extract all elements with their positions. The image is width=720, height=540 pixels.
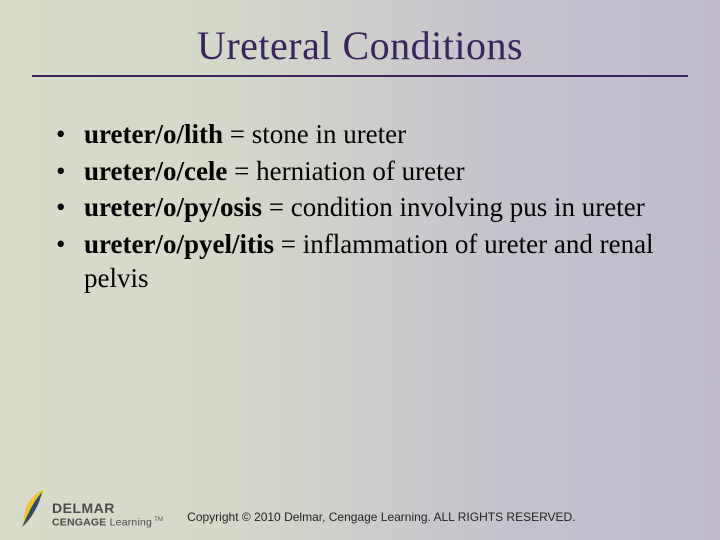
content-area: ureter/o/lith = stone in ureter ureter/o… xyxy=(0,77,720,296)
brand-line2-bold: CENGAGE xyxy=(52,517,107,529)
list-item: ureter/o/pyel/itis = inflammation of ure… xyxy=(56,227,664,296)
bullet-list: ureter/o/lith = stone in ureter ureter/o… xyxy=(56,117,664,296)
brand-line1: DELMAR xyxy=(52,501,163,515)
footer: DELMAR CENGAGE LearningTM Copyright © 20… xyxy=(0,488,720,528)
term: ureter/o/lith xyxy=(84,119,223,149)
definition: = condition involving pus in ureter xyxy=(262,192,645,222)
trademark: TM xyxy=(154,517,163,523)
brand-line2: CENGAGE LearningTM xyxy=(52,517,163,528)
list-item: ureter/o/lith = stone in ureter xyxy=(56,117,664,152)
term: ureter/o/pyel/itis xyxy=(84,229,274,259)
brand-text: DELMAR CENGAGE LearningTM xyxy=(52,501,163,528)
list-item: ureter/o/cele = herniation of ureter xyxy=(56,154,664,189)
publisher-logo: DELMAR CENGAGE LearningTM xyxy=(20,488,163,528)
list-item: ureter/o/py/osis = condition involving p… xyxy=(56,190,664,225)
slide-title: Ureteral Conditions xyxy=(32,0,688,77)
swoosh-icon xyxy=(20,488,46,528)
copyright-text: Copyright © 2010 Delmar, Cengage Learnin… xyxy=(187,510,575,528)
term: ureter/o/cele xyxy=(84,156,227,186)
definition: = herniation of ureter xyxy=(227,156,464,186)
definition: = stone in ureter xyxy=(223,119,406,149)
term: ureter/o/py/osis xyxy=(84,192,262,222)
brand-line2-rest: Learning xyxy=(107,517,153,529)
